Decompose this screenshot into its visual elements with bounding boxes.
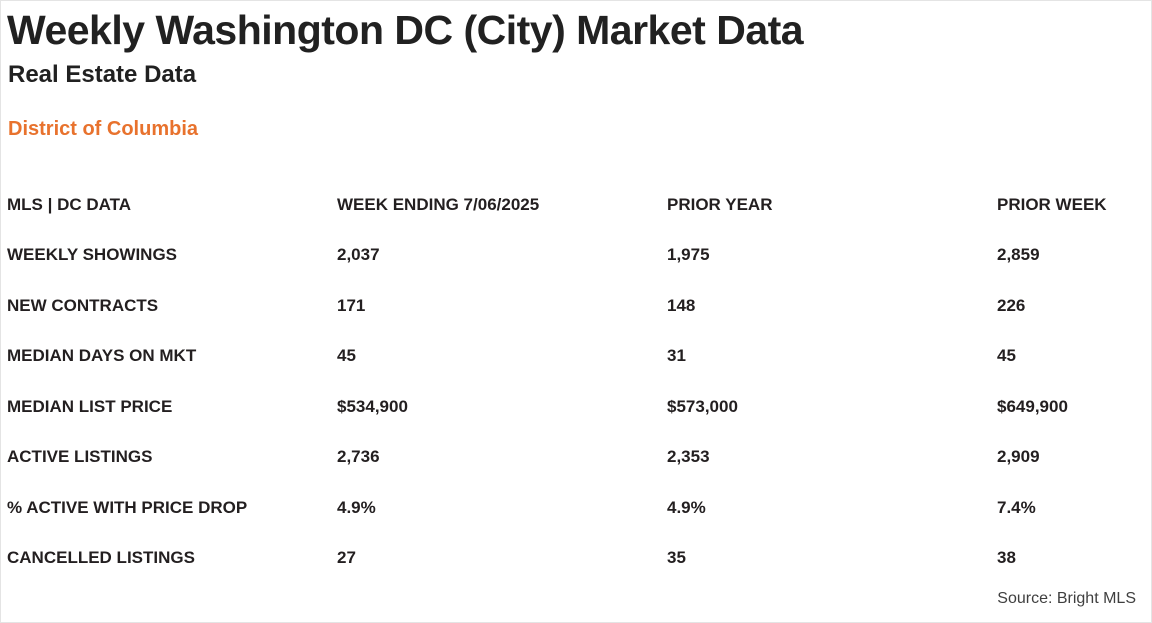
value-median-list-price-current: $534,900 [337,396,408,416]
value-weekly-showings-prior-year: 1,975 [667,245,710,265]
page-title: Weekly Washington DC (City) Market Data [7,7,804,53]
value-weekly-showings-current: 2,037 [337,245,380,265]
value-pct-price-drop-prior-week: 7.4% [997,497,1036,517]
value-active-listings-prior-year: 2,353 [667,447,710,467]
row-label-pct-active-price-drop: % ACTIVE WITH PRICE DROP [7,497,248,517]
region-label: District of Columbia [8,118,199,140]
source-attribution: Source: Bright MLS [997,590,1136,607]
value-active-listings-prior-week: 2,909 [997,447,1040,467]
value-pct-price-drop-current: 4.9% [337,497,376,517]
market-data-table: MLS | DC DATA WEEK ENDING 7/06/2025 PRIO… [7,179,1151,583]
value-median-list-price-prior-week: $649,900 [997,396,1068,416]
value-active-listings-current: 2,736 [337,447,380,467]
value-weekly-showings-prior-week: 2,859 [997,245,1040,265]
value-median-list-price-prior-year: $573,000 [667,396,738,416]
row-label-active-listings: ACTIVE LISTINGS [7,447,153,467]
value-cancelled-listings-prior-week: 38 [997,548,1016,568]
value-new-contracts-current: 171 [337,295,366,315]
value-median-days-prior-week: 45 [997,346,1016,366]
value-median-days-current: 45 [337,346,356,366]
column-header-metric: MLS | DC DATA [7,194,132,214]
row-label-weekly-showings: WEEKLY SHOWINGS [7,245,178,265]
column-header-prior-week: PRIOR WEEK [997,194,1107,214]
value-cancelled-listings-prior-year: 35 [667,548,686,568]
value-new-contracts-prior-week: 226 [997,295,1026,315]
row-label-median-list-price: MEDIAN LIST PRICE [7,396,173,416]
value-median-days-prior-year: 31 [667,346,686,366]
row-label-new-contracts: NEW CONTRACTS [7,295,159,315]
column-header-current-week: WEEK ENDING 7/06/2025 [337,194,540,214]
row-label-cancelled-listings: CANCELLED LISTINGS [7,548,195,568]
value-cancelled-listings-current: 27 [337,548,356,568]
value-pct-price-drop-prior-year: 4.9% [667,497,706,517]
value-new-contracts-prior-year: 148 [667,295,696,315]
column-header-prior-year: PRIOR YEAR [667,194,773,214]
page-subtitle: Real Estate Data [8,61,197,88]
row-label-median-days-on-mkt: MEDIAN DAYS ON MKT [7,346,197,366]
